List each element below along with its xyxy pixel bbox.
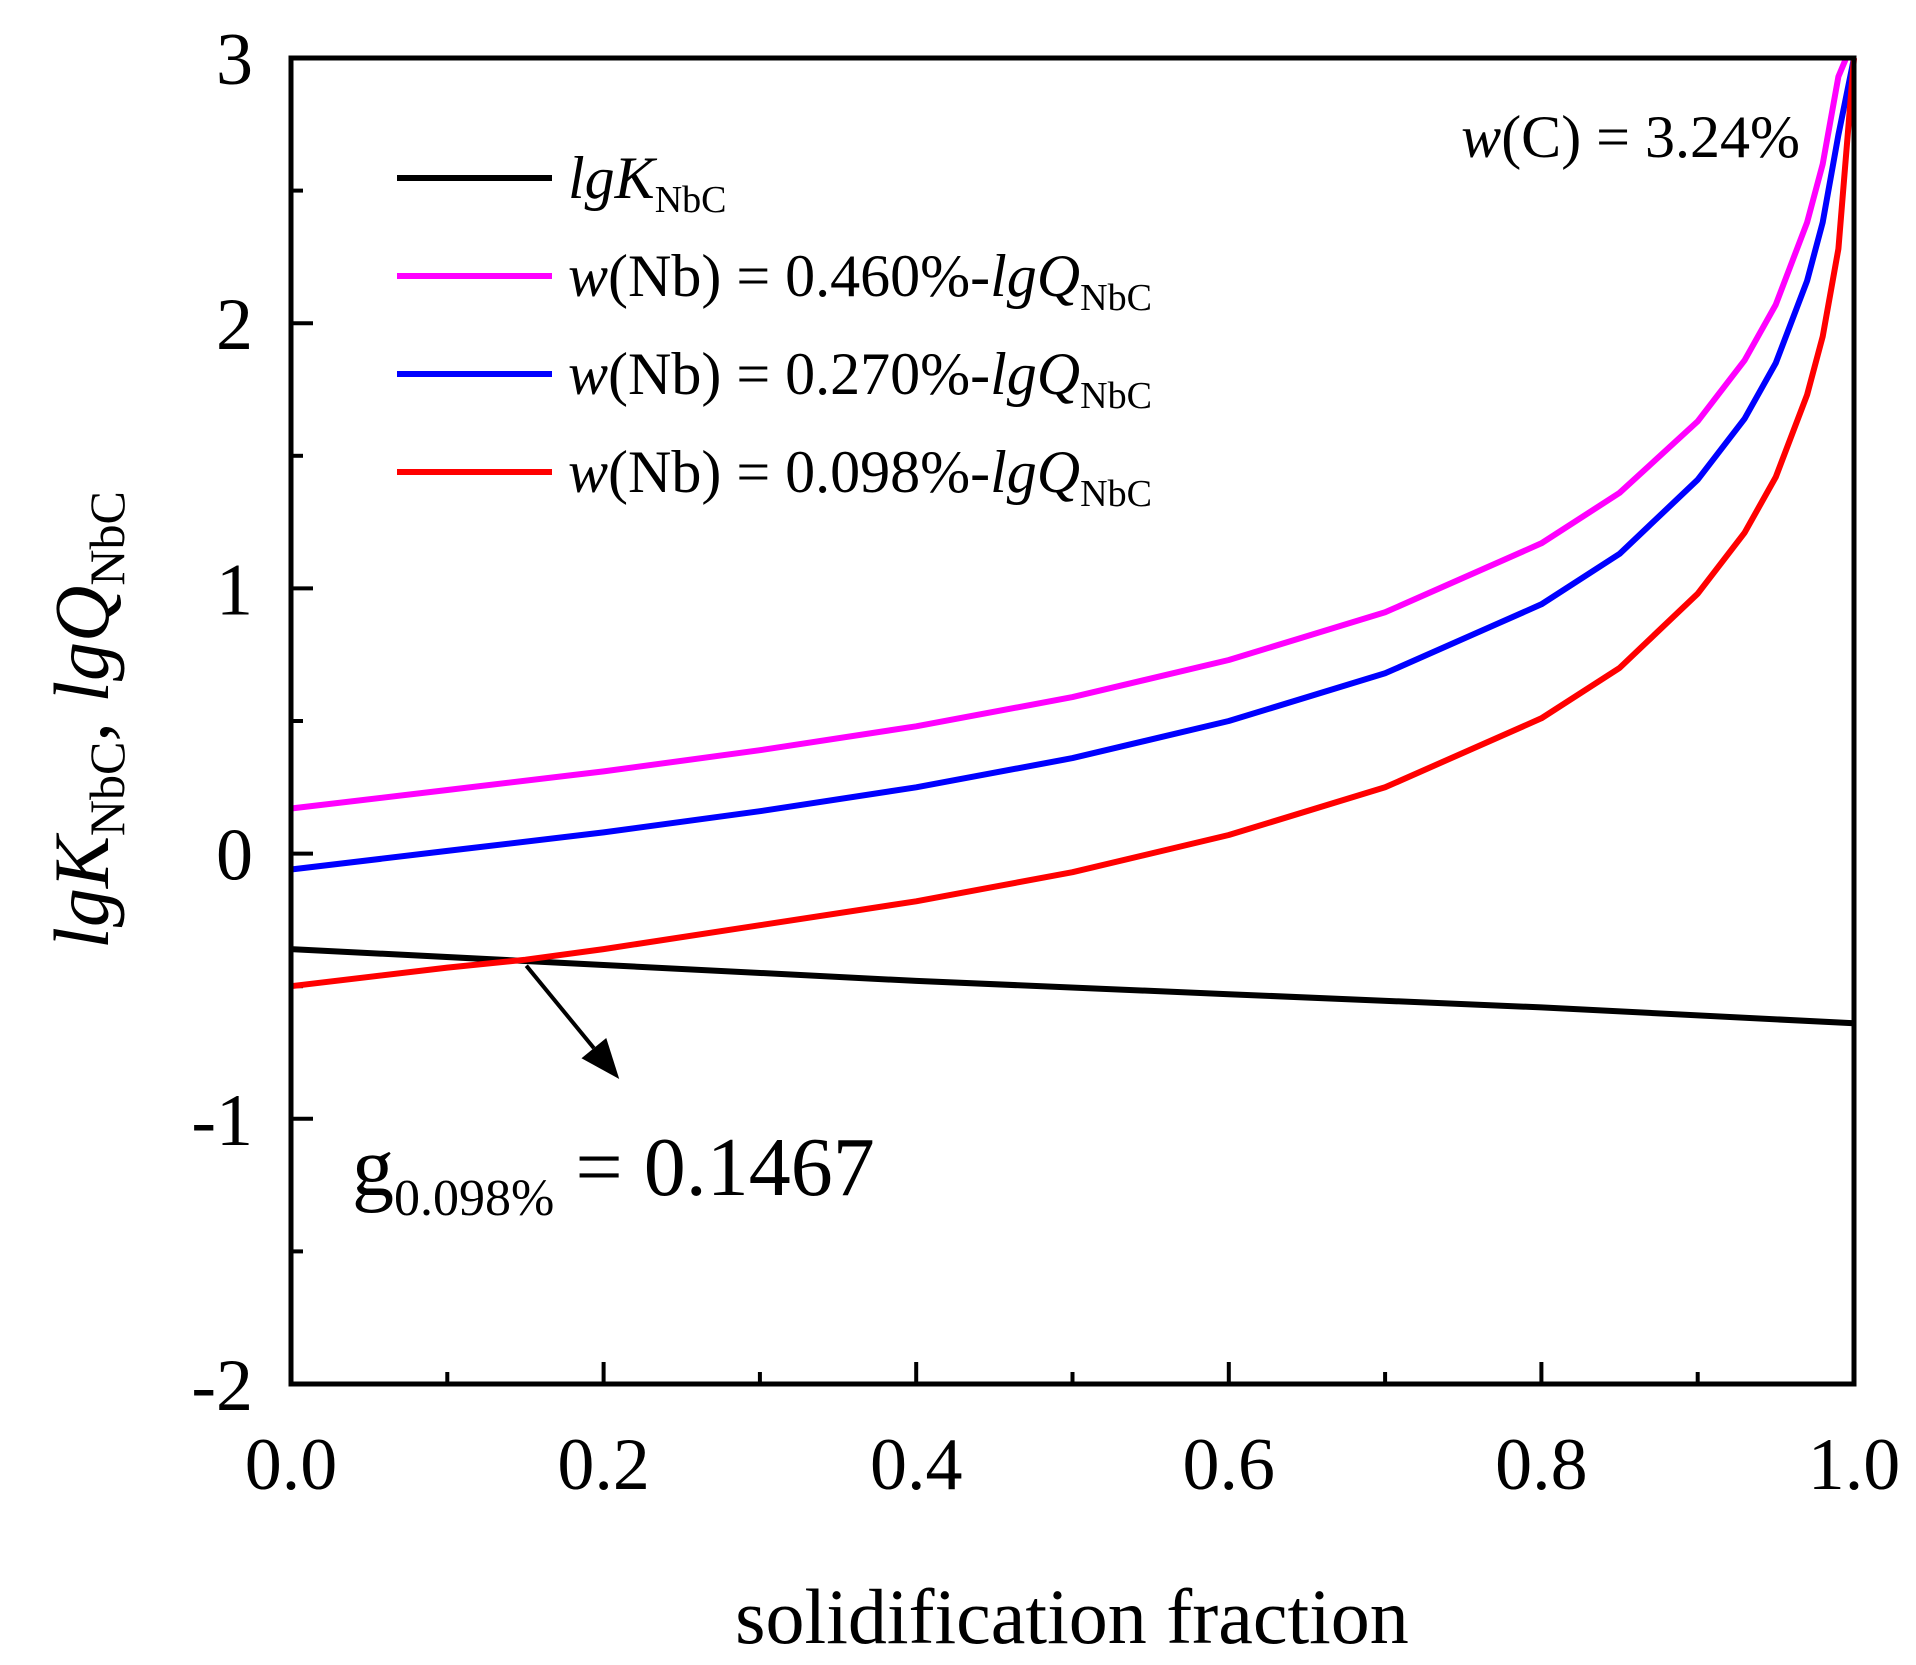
intersection-arrow — [524, 964, 596, 1050]
legend-label-0: lgKNbC — [568, 145, 727, 221]
x-tick-label: 0.4 — [870, 1424, 963, 1506]
legend-label-3: w(Nb) = 0.098%-lgQNbC — [568, 439, 1152, 515]
y-tick-label: -1 — [191, 1080, 253, 1162]
series-line-3 — [290, 57, 1857, 990]
x-tick-label: 0.8 — [1495, 1424, 1588, 1506]
series-line-1 — [290, 56, 1849, 812]
carbon-annotation: w(C) = 3.24% — [1461, 104, 1800, 170]
x-tick-label: 0.0 — [245, 1424, 338, 1506]
x-tick-label: 0.6 — [1183, 1424, 1276, 1506]
x-axis-title: solidification fraction — [735, 1573, 1409, 1660]
y-tick-label: 0 — [216, 815, 253, 897]
series-line-2 — [290, 57, 1857, 873]
plot-frame — [288, 55, 1857, 1387]
intersection-annotation: g0.098% = 0.1467 — [352, 1121, 875, 1227]
y-tick-label: -2 — [191, 1345, 253, 1427]
intersection-arrow-head — [581, 1037, 620, 1080]
x-tick-label: 0.2 — [557, 1424, 650, 1506]
x-tick-label: 1.0 — [1808, 1424, 1901, 1506]
series-group — [290, 56, 1857, 1027]
y-tick-label: 1 — [216, 549, 253, 631]
legend-label-2: w(Nb) = 0.270%-lgQNbC — [568, 341, 1152, 417]
y-axis-title: lgKNbC, lgQNbC — [38, 491, 135, 949]
axis-tick-labels: 0.0 0.2 0.4 0.6 0.8 1.0 -2 -1 0 1 2 3 — [191, 19, 1900, 1506]
legend-label-1: w(Nb) = 0.460%-lgQNbC — [568, 243, 1152, 319]
series-line-0 — [290, 946, 1855, 1027]
legend: lgKNbC w(Nb) = 0.460%-lgQNbC w(Nb) = 0.270… — [397, 145, 1152, 515]
y-tick-label: 2 — [216, 284, 253, 366]
y-tick-label: 3 — [216, 19, 253, 101]
